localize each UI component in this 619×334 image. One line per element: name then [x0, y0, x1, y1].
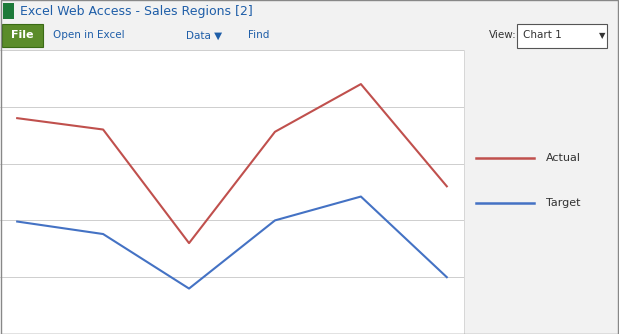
Text: Data ▼: Data ▼ — [186, 30, 222, 40]
Text: Excel Web Access - Sales Regions [2]: Excel Web Access - Sales Regions [2] — [20, 4, 253, 17]
Text: Open in Excel: Open in Excel — [53, 30, 124, 40]
Text: Actual: Actual — [546, 153, 581, 163]
Text: Find: Find — [248, 30, 269, 40]
Bar — [3, 3, 14, 19]
Text: Chart 1: Chart 1 — [523, 30, 562, 40]
Text: ▼: ▼ — [599, 31, 606, 40]
Text: File: File — [11, 30, 34, 40]
Text: View:: View: — [489, 30, 517, 40]
FancyBboxPatch shape — [2, 24, 43, 47]
FancyBboxPatch shape — [517, 24, 607, 48]
Text: Target: Target — [546, 198, 581, 208]
